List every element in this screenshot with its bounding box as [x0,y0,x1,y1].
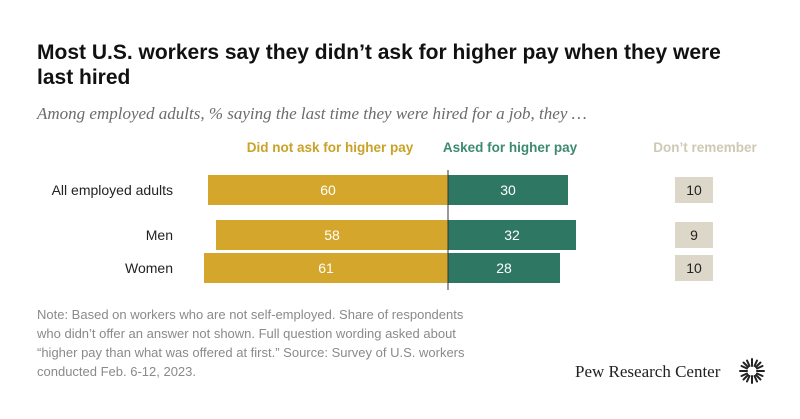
header-dont-remember: Don’t remember [653,140,757,155]
value-label-dont-remember: 10 [686,182,702,198]
bar-did-not-ask [204,253,448,283]
bar-asked [448,253,560,283]
category-label: Women [125,260,173,276]
bar-dont-remember [675,222,713,248]
category-label: Men [146,227,173,243]
chart-subtitle: Among employed adults, % saying the last… [37,104,587,123]
brand-name: Pew Research Center [575,362,721,381]
value-label-asked: 30 [500,182,516,198]
value-label-did-not-ask: 60 [320,182,336,198]
value-label-dont-remember: 10 [686,260,702,276]
category-label: All employed adults [52,182,173,198]
bar-dont-remember [675,177,713,203]
bar-did-not-ask [216,220,448,250]
bar-asked [448,175,568,205]
value-label-dont-remember: 9 [690,227,698,243]
bar-asked [448,220,576,250]
bar-did-not-ask [208,175,448,205]
value-label-did-not-ask: 61 [318,260,334,276]
header-asked: Asked for higher pay [442,140,578,155]
chart-title: Most U.S. workers say they didn’t ask fo… [37,41,721,89]
chart-note: Note: Based on workers who are not self-… [37,307,465,379]
value-label-did-not-ask: 58 [324,227,340,243]
value-label-asked: 28 [496,260,512,276]
bar-dont-remember [675,255,713,281]
pew-sunburst-icon [739,358,765,384]
header-did-not-ask: Did not ask for higher pay [246,140,414,155]
value-label-asked: 32 [504,227,520,243]
